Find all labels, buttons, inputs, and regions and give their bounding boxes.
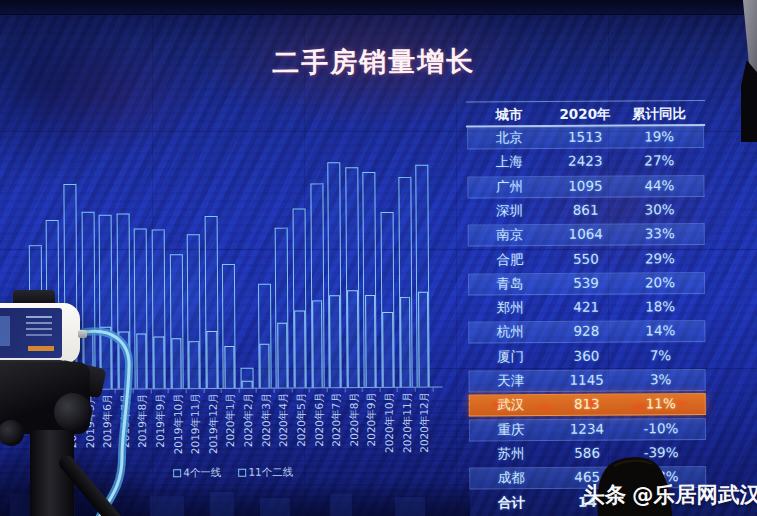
cell-city: 武汉 [471, 396, 551, 414]
cell-yoy: 3% [615, 371, 707, 388]
skyline-building [210, 492, 234, 516]
bar-tier1 [224, 346, 235, 388]
x-axis-tick [133, 390, 134, 394]
cell-city: 成都 [471, 469, 551, 487]
x-axis-tick [168, 389, 169, 393]
cell-city: 合肥 [470, 250, 550, 268]
phone-mini-line [26, 328, 52, 330]
skyline-building [260, 498, 290, 516]
bar-tier1 [312, 300, 323, 387]
bar-tier1 [136, 333, 147, 388]
skyline-building [330, 494, 352, 516]
bar-tier1 [418, 292, 429, 387]
x-axis-tick [291, 389, 292, 393]
bar-tier1 [347, 290, 358, 387]
cell-city: 青岛 [470, 275, 550, 293]
table-top-border [466, 100, 705, 102]
x-axis-tick [379, 388, 380, 392]
phone-mini-chart [0, 316, 10, 346]
cell-city: 北京 [469, 129, 549, 147]
cell-yoy: 33% [614, 225, 706, 242]
x-axis-tick [309, 388, 310, 392]
cell-city: 厦门 [470, 348, 550, 366]
tripod-knob-large [54, 393, 92, 431]
cell-yoy: 14% [614, 322, 706, 339]
x-axis-tick [397, 388, 398, 392]
bar-tier1 [242, 381, 253, 388]
bar-tier1 [206, 331, 217, 388]
cell-city: 合计 [471, 493, 551, 511]
watermark-brand: 头条 [583, 482, 626, 507]
bar-tier1 [259, 344, 270, 388]
x-axis-tick [238, 389, 239, 393]
watermark-handle: @乐居网武汉 [632, 482, 757, 507]
cell-yoy: 11% [615, 395, 707, 412]
bar-tier1 [294, 310, 305, 387]
phone-mini-orange-bar [28, 346, 54, 351]
cell-city: 上海 [469, 153, 549, 171]
cell-yoy: 7% [614, 347, 706, 364]
phone-mini-line [26, 322, 52, 324]
cable-connector [78, 330, 87, 338]
x-axis-tick [432, 388, 433, 392]
cell-yoy: 18% [614, 298, 706, 315]
x-axis-tick [150, 389, 151, 393]
bar-tier1 [400, 297, 411, 387]
x-axis-tick [186, 389, 187, 393]
cell-city: 南京 [470, 226, 550, 244]
x-axis-tick [115, 390, 116, 394]
cell-city: 杭州 [470, 323, 550, 341]
bar-tier1 [277, 323, 288, 388]
cell-yoy: -10% [615, 420, 707, 437]
cell-city: 苏州 [471, 445, 551, 463]
col-header-yoy: 累计同比 [613, 105, 705, 124]
skyline-building [395, 497, 425, 516]
x-axis-tick [256, 389, 257, 393]
bar-tier1 [118, 332, 129, 389]
bar-tier1 [382, 312, 393, 387]
cell-yoy: 19% [613, 128, 705, 145]
cell-yoy: 29% [614, 250, 706, 267]
cell-yoy: -39% [615, 444, 707, 461]
x-axis-tick [203, 389, 204, 393]
cell-yoy: 30% [614, 201, 706, 218]
phone-mini-line [26, 316, 52, 318]
cell-yoy: 44% [613, 177, 705, 194]
cell-yoy: 20% [614, 274, 706, 291]
bar-tier1 [189, 341, 200, 388]
cell-city: 郑州 [470, 299, 550, 317]
bar-tier1 [171, 338, 182, 388]
x-axis-tick [274, 389, 275, 393]
bar-tier1 [329, 295, 340, 387]
slide-title: 二手房销量增长 [249, 43, 499, 81]
cell-city: 重庆 [471, 421, 551, 439]
x-axis-tick [415, 388, 416, 392]
cell-city: 广州 [469, 178, 549, 196]
col-header-city: 城市 [469, 106, 549, 124]
bar-tier1 [365, 295, 376, 387]
cell-yoy: 27% [613, 152, 705, 169]
bar-tier1 [154, 336, 165, 388]
photo-of-presentation-screen: 二手房销量增长 2019年2月2019年3月2019年4月2019年5月2019… [0, 0, 757, 516]
phone-mini-line [26, 334, 52, 336]
x-axis-tick [362, 388, 363, 392]
x-axis-tick [344, 388, 345, 392]
cell-city: 深圳 [470, 202, 550, 220]
x-axis-tick [221, 389, 222, 393]
cell-city: 天津 [471, 372, 551, 390]
smartphone-screen [0, 308, 62, 358]
watermark: 头条@乐居网武汉 [583, 480, 757, 509]
